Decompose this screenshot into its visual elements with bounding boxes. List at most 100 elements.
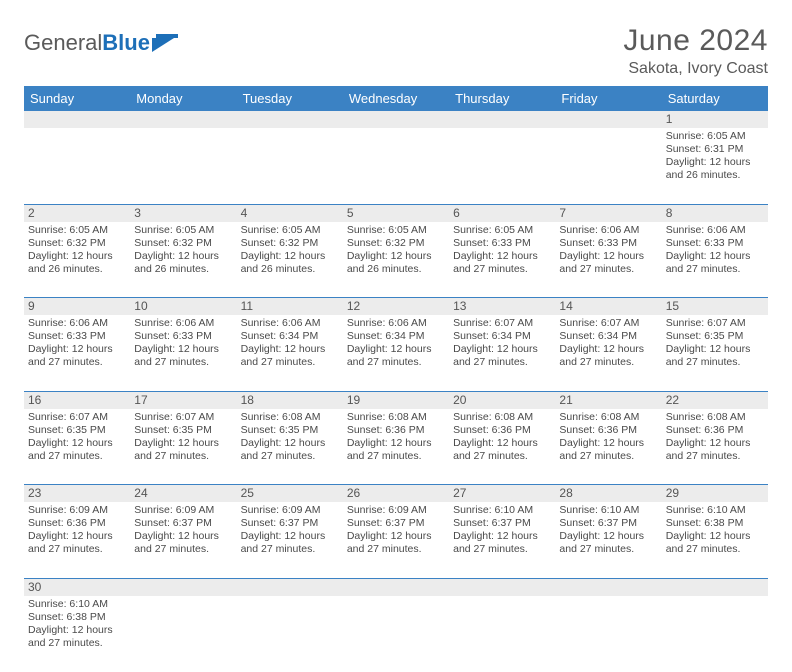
day-number <box>555 578 661 596</box>
daylight-text: Daylight: 12 hours <box>666 250 764 263</box>
day-cell: Sunrise: 6:07 AMSunset: 6:35 PMDaylight:… <box>130 409 236 485</box>
daylight-text: and 27 minutes. <box>559 450 657 463</box>
day-number: 13 <box>449 298 555 316</box>
day-cell: Sunrise: 6:07 AMSunset: 6:35 PMDaylight:… <box>662 315 768 391</box>
daylight-text: Daylight: 12 hours <box>666 530 764 543</box>
sunrise-text: Sunrise: 6:10 AM <box>559 504 657 517</box>
daylight-text: Daylight: 12 hours <box>241 250 339 263</box>
sunset-text: Sunset: 6:36 PM <box>453 424 551 437</box>
sunset-text: Sunset: 6:33 PM <box>666 237 764 250</box>
day-cell: Sunrise: 6:08 AMSunset: 6:36 PMDaylight:… <box>343 409 449 485</box>
day-number <box>130 578 236 596</box>
sunset-text: Sunset: 6:33 PM <box>28 330 126 343</box>
sunrise-text: Sunrise: 6:05 AM <box>666 130 764 143</box>
day-number <box>130 111 236 128</box>
daylight-text: Daylight: 12 hours <box>347 250 445 263</box>
calendar-table: SundayMondayTuesdayWednesdayThursdayFrid… <box>24 86 768 672</box>
daylight-text: and 27 minutes. <box>559 543 657 556</box>
sunset-text: Sunset: 6:35 PM <box>134 424 232 437</box>
day-cell <box>130 596 236 672</box>
day-header: Wednesday <box>343 86 449 111</box>
day-cell: Sunrise: 6:06 AMSunset: 6:33 PMDaylight:… <box>662 222 768 298</box>
daynum-row: 2345678 <box>24 204 768 222</box>
day-cell: Sunrise: 6:05 AMSunset: 6:32 PMDaylight:… <box>130 222 236 298</box>
day-cell <box>237 128 343 204</box>
sunrise-text: Sunrise: 6:07 AM <box>666 317 764 330</box>
title-block: June 2024 Sakota, Ivory Coast <box>623 24 768 78</box>
daylight-text: and 26 minutes. <box>666 169 764 182</box>
day-cell: Sunrise: 6:05 AMSunset: 6:32 PMDaylight:… <box>24 222 130 298</box>
daylight-text: and 27 minutes. <box>666 356 764 369</box>
day-number <box>555 111 661 128</box>
day-number <box>237 578 343 596</box>
daylight-text: Daylight: 12 hours <box>241 343 339 356</box>
day-number: 6 <box>449 204 555 222</box>
day-header: Tuesday <box>237 86 343 111</box>
header: GeneralBlue June 2024 Sakota, Ivory Coas… <box>24 24 768 78</box>
sunset-text: Sunset: 6:35 PM <box>28 424 126 437</box>
daylight-text: and 27 minutes. <box>28 543 126 556</box>
daylight-text: and 27 minutes. <box>453 356 551 369</box>
sunset-text: Sunset: 6:37 PM <box>453 517 551 530</box>
day-cell: Sunrise: 6:10 AMSunset: 6:37 PMDaylight:… <box>449 502 555 578</box>
day-number: 14 <box>555 298 661 316</box>
day-number: 7 <box>555 204 661 222</box>
daylight-text: Daylight: 12 hours <box>559 530 657 543</box>
day-cell: Sunrise: 6:08 AMSunset: 6:36 PMDaylight:… <box>449 409 555 485</box>
day-cell <box>130 128 236 204</box>
daylight-text: and 27 minutes. <box>453 263 551 276</box>
day-cell: Sunrise: 6:05 AMSunset: 6:31 PMDaylight:… <box>662 128 768 204</box>
day-cell: Sunrise: 6:06 AMSunset: 6:33 PMDaylight:… <box>130 315 236 391</box>
sunrise-text: Sunrise: 6:06 AM <box>666 224 764 237</box>
daylight-text: Daylight: 12 hours <box>453 437 551 450</box>
day-number <box>343 578 449 596</box>
sunrise-text: Sunrise: 6:09 AM <box>134 504 232 517</box>
daylight-text: and 27 minutes. <box>28 450 126 463</box>
week-row: Sunrise: 6:10 AMSunset: 6:38 PMDaylight:… <box>24 596 768 672</box>
day-cell: Sunrise: 6:10 AMSunset: 6:38 PMDaylight:… <box>662 502 768 578</box>
day-number: 18 <box>237 391 343 409</box>
sunset-text: Sunset: 6:37 PM <box>347 517 445 530</box>
daylight-text: and 27 minutes. <box>666 263 764 276</box>
sunrise-text: Sunrise: 6:07 AM <box>28 411 126 424</box>
week-row: Sunrise: 6:05 AMSunset: 6:31 PMDaylight:… <box>24 128 768 204</box>
sunset-text: Sunset: 6:33 PM <box>453 237 551 250</box>
day-cell <box>237 596 343 672</box>
daylight-text: and 27 minutes. <box>134 356 232 369</box>
day-cell: Sunrise: 6:09 AMSunset: 6:37 PMDaylight:… <box>237 502 343 578</box>
daylight-text: Daylight: 12 hours <box>28 437 126 450</box>
daynum-row: 1 <box>24 111 768 128</box>
daylight-text: Daylight: 12 hours <box>28 530 126 543</box>
sunset-text: Sunset: 6:36 PM <box>559 424 657 437</box>
day-number: 9 <box>24 298 130 316</box>
day-number <box>343 111 449 128</box>
location: Sakota, Ivory Coast <box>623 60 768 78</box>
daylight-text: and 27 minutes. <box>453 543 551 556</box>
day-cell: Sunrise: 6:08 AMSunset: 6:36 PMDaylight:… <box>555 409 661 485</box>
sunrise-text: Sunrise: 6:10 AM <box>453 504 551 517</box>
daylight-text: and 26 minutes. <box>28 263 126 276</box>
sunrise-text: Sunrise: 6:09 AM <box>347 504 445 517</box>
day-header: Friday <box>555 86 661 111</box>
sunset-text: Sunset: 6:34 PM <box>347 330 445 343</box>
day-number: 17 <box>130 391 236 409</box>
day-cell: Sunrise: 6:09 AMSunset: 6:36 PMDaylight:… <box>24 502 130 578</box>
day-cell: Sunrise: 6:10 AMSunset: 6:37 PMDaylight:… <box>555 502 661 578</box>
day-number: 5 <box>343 204 449 222</box>
day-number <box>449 578 555 596</box>
sunrise-text: Sunrise: 6:08 AM <box>666 411 764 424</box>
sunrise-text: Sunrise: 6:06 AM <box>559 224 657 237</box>
sunset-text: Sunset: 6:36 PM <box>666 424 764 437</box>
sunrise-text: Sunrise: 6:05 AM <box>347 224 445 237</box>
daylight-text: and 27 minutes. <box>347 356 445 369</box>
daylight-text: Daylight: 12 hours <box>453 530 551 543</box>
day-number: 23 <box>24 485 130 503</box>
day-number <box>24 111 130 128</box>
sunrise-text: Sunrise: 6:05 AM <box>453 224 551 237</box>
day-cell <box>449 596 555 672</box>
daylight-text: and 26 minutes. <box>347 263 445 276</box>
day-number <box>237 111 343 128</box>
daylight-text: and 26 minutes. <box>241 263 339 276</box>
day-cell: Sunrise: 6:05 AMSunset: 6:32 PMDaylight:… <box>237 222 343 298</box>
daylight-text: Daylight: 12 hours <box>28 250 126 263</box>
